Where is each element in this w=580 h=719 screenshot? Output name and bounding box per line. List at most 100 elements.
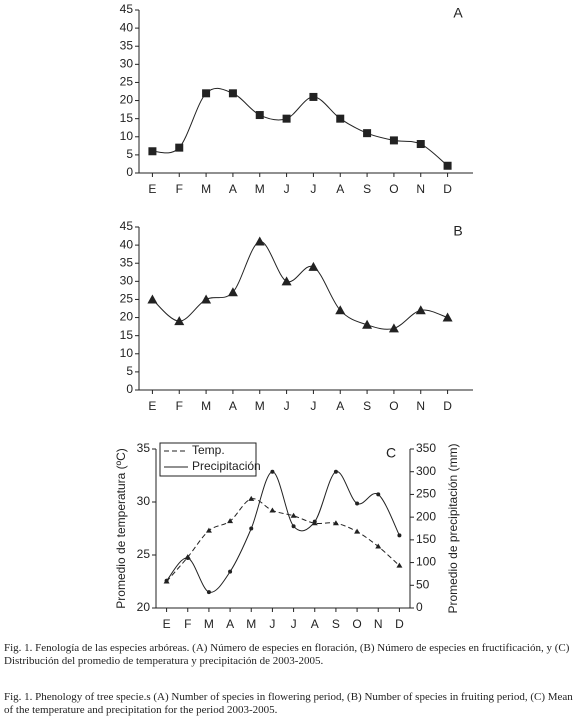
x-tick-label: D [395, 617, 404, 631]
y-tick-label: 25 [137, 547, 151, 561]
x-tick-label: N [416, 182, 425, 196]
series-line [166, 498, 400, 582]
marker [248, 495, 255, 501]
x-tick-label: M [204, 617, 214, 631]
x-tick-label: E [148, 399, 156, 413]
y-tick-label: 15 [120, 328, 134, 342]
y2-tick-label: 300 [416, 464, 436, 478]
x-tick-label: F [176, 182, 183, 196]
x-tick-label: S [363, 399, 371, 413]
marker [333, 469, 338, 474]
marker [389, 136, 398, 145]
marker [308, 261, 319, 271]
panel-label: B [453, 223, 462, 239]
series-line [166, 471, 400, 593]
legend-label: Precipitación [192, 459, 261, 473]
y2-tick-label: 350 [416, 441, 436, 455]
y-tick-label: 30 [137, 494, 151, 508]
marker [290, 512, 297, 518]
marker [270, 469, 275, 474]
marker [354, 528, 361, 534]
marker [228, 569, 233, 574]
x-tick-label: O [352, 617, 361, 631]
marker [281, 276, 292, 286]
marker [174, 316, 185, 326]
y-tick-label: 40 [120, 237, 134, 251]
y-label: Promedio de temperatura (ºC) [114, 448, 128, 608]
y-tick-label: 20 [120, 310, 134, 324]
legend-box [159, 442, 257, 477]
x-tick-label: N [416, 399, 425, 413]
x-tick-label: J [269, 617, 275, 631]
x-tick-label: M [201, 182, 211, 196]
marker [375, 543, 382, 549]
marker [355, 501, 360, 506]
x-tick-label: O [389, 182, 398, 196]
panel-label: A [453, 5, 463, 21]
y-tick-label: 25 [120, 292, 134, 306]
marker [312, 519, 317, 524]
marker [228, 89, 237, 98]
x-tick-label: F [184, 617, 191, 631]
marker [388, 323, 399, 333]
marker [336, 114, 345, 123]
x-tick-label: A [226, 617, 234, 631]
panel-label: C [386, 445, 396, 461]
marker [201, 294, 212, 304]
y-tick-label: 10 [120, 346, 134, 360]
y-tick-label: 35 [137, 441, 151, 455]
marker [202, 89, 211, 98]
marker [442, 312, 453, 322]
y-tick-label: 30 [120, 57, 134, 71]
x-tick-label: O [389, 399, 398, 413]
x-tick-label: F [176, 399, 183, 413]
x-tick-label: A [229, 399, 237, 413]
x-tick-label: M [201, 399, 211, 413]
x-tick-label: E [163, 617, 171, 631]
marker [227, 287, 238, 297]
y-tick-label: 0 [126, 382, 133, 396]
y-tick-label: 25 [120, 75, 134, 89]
caption-es: Fig. 1. Fenología de las especies arbóre… [4, 642, 570, 667]
y-tick-label: 35 [120, 255, 134, 269]
marker [332, 520, 339, 526]
marker [254, 236, 265, 246]
y-tick-label: 10 [120, 129, 134, 143]
y-tick-label: 20 [137, 600, 151, 614]
x-tick-label: M [255, 182, 265, 196]
x-tick-label: A [336, 399, 344, 413]
x-tick-label: A [336, 182, 344, 196]
marker [309, 92, 318, 101]
marker [148, 147, 157, 156]
marker [363, 129, 372, 138]
x-tick-label: J [284, 182, 290, 196]
y2-tick-label: 0 [416, 600, 423, 614]
marker [335, 305, 346, 315]
y2-tick-label: 150 [416, 532, 436, 546]
x-tick-label: A [229, 182, 237, 196]
x-tick-label: D [443, 399, 452, 413]
caption-en: Fig. 1. Phenology of tree specie.s (A) N… [4, 691, 573, 716]
series-line [152, 87, 448, 167]
marker [175, 143, 184, 152]
marker [415, 305, 426, 315]
x-tick-label: J [291, 617, 297, 631]
marker [205, 527, 212, 533]
marker [249, 526, 254, 531]
x-tick-label: S [332, 617, 340, 631]
marker [255, 111, 264, 120]
x-tick-label: M [246, 617, 256, 631]
x-tick-label: A [311, 617, 319, 631]
marker [185, 556, 190, 561]
marker [227, 518, 234, 524]
x-tick-label: E [148, 182, 156, 196]
marker [362, 319, 373, 329]
x-tick-label: J [284, 399, 290, 413]
y-tick-label: 30 [120, 274, 134, 288]
y2-tick-label: 250 [416, 487, 436, 501]
marker [269, 507, 276, 513]
x-tick-label: D [443, 182, 452, 196]
y-tick-label: 20 [120, 93, 134, 107]
